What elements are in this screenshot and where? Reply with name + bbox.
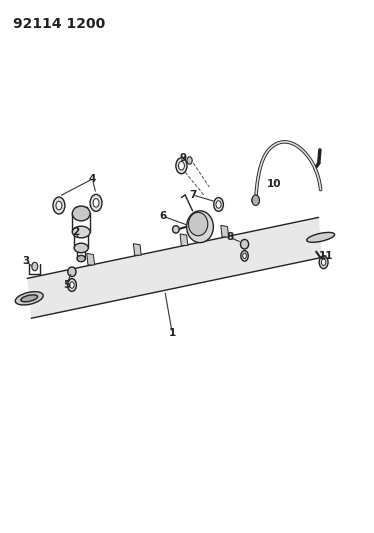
Ellipse shape [68,267,76,277]
Circle shape [187,157,192,164]
Polygon shape [134,244,141,255]
Circle shape [321,259,326,265]
Circle shape [216,201,221,208]
Polygon shape [27,217,323,318]
Ellipse shape [74,243,88,253]
Polygon shape [180,234,188,246]
Ellipse shape [240,239,249,249]
Text: 9: 9 [180,153,187,163]
Ellipse shape [172,225,179,233]
Ellipse shape [307,232,335,243]
Circle shape [176,158,187,174]
Text: 8: 8 [226,232,233,243]
Circle shape [252,195,260,206]
Text: 1: 1 [169,328,176,338]
Text: 2: 2 [72,227,79,237]
Circle shape [56,201,62,210]
Circle shape [93,199,99,207]
Circle shape [319,256,328,269]
Ellipse shape [72,226,90,238]
Circle shape [70,282,74,288]
Circle shape [53,197,65,214]
Circle shape [32,262,38,271]
Text: 11: 11 [319,251,334,261]
Ellipse shape [252,196,260,205]
Text: 7: 7 [189,190,196,200]
Circle shape [243,253,246,259]
Circle shape [90,195,102,212]
Text: 92114 1200: 92114 1200 [12,17,105,31]
Circle shape [178,161,184,170]
Text: 6: 6 [159,211,166,221]
Ellipse shape [187,211,213,243]
Text: 5: 5 [63,280,70,290]
Ellipse shape [188,213,208,236]
Ellipse shape [15,292,43,305]
Text: 3: 3 [22,256,29,266]
Circle shape [67,279,76,292]
Polygon shape [221,225,229,237]
Circle shape [241,251,248,261]
Ellipse shape [77,255,85,262]
Circle shape [214,198,223,212]
Polygon shape [87,253,95,265]
Text: 4: 4 [89,174,96,184]
Ellipse shape [21,295,38,302]
Ellipse shape [72,206,90,221]
Text: 10: 10 [267,179,282,189]
